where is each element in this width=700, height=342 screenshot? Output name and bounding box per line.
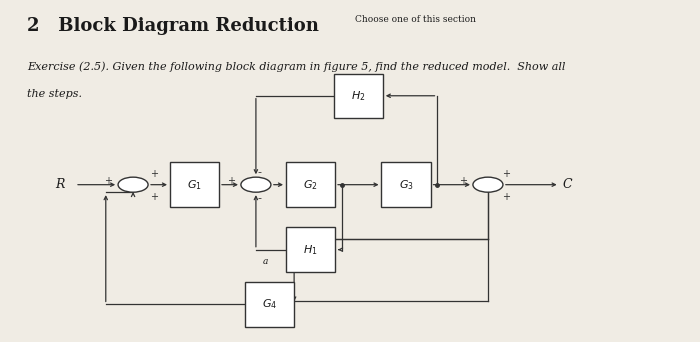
Text: 2   Block Diagram Reduction: 2 Block Diagram Reduction bbox=[27, 17, 319, 35]
Text: -: - bbox=[258, 167, 261, 177]
Text: $H_2$: $H_2$ bbox=[351, 89, 365, 103]
FancyBboxPatch shape bbox=[382, 162, 430, 207]
FancyBboxPatch shape bbox=[286, 227, 335, 272]
Text: $G_3$: $G_3$ bbox=[398, 178, 414, 192]
Text: Exercise (2.5). Given the following block diagram in figure 5, find the reduced : Exercise (2.5). Given the following bloc… bbox=[27, 62, 566, 72]
Text: R: R bbox=[55, 178, 65, 191]
Text: +: + bbox=[104, 176, 112, 186]
FancyBboxPatch shape bbox=[334, 74, 383, 118]
Text: $G_2$: $G_2$ bbox=[303, 178, 318, 192]
Text: $H_1$: $H_1$ bbox=[303, 243, 318, 256]
Circle shape bbox=[241, 177, 271, 192]
Text: +: + bbox=[150, 192, 158, 202]
Text: Choose one of this section: Choose one of this section bbox=[355, 15, 476, 24]
Text: a: a bbox=[262, 256, 268, 265]
Text: +: + bbox=[150, 169, 158, 179]
FancyBboxPatch shape bbox=[286, 162, 335, 207]
Text: +: + bbox=[503, 192, 510, 202]
FancyBboxPatch shape bbox=[245, 282, 294, 327]
Circle shape bbox=[118, 177, 148, 192]
FancyBboxPatch shape bbox=[170, 162, 219, 207]
Text: the steps.: the steps. bbox=[27, 89, 83, 99]
Text: +: + bbox=[503, 169, 510, 179]
Text: -: - bbox=[258, 193, 261, 203]
Text: $G_1$: $G_1$ bbox=[187, 178, 202, 192]
Circle shape bbox=[473, 177, 503, 192]
Text: +: + bbox=[227, 176, 235, 186]
Text: C: C bbox=[563, 178, 573, 191]
Text: +: + bbox=[458, 176, 467, 186]
Text: $G_4$: $G_4$ bbox=[262, 298, 277, 311]
